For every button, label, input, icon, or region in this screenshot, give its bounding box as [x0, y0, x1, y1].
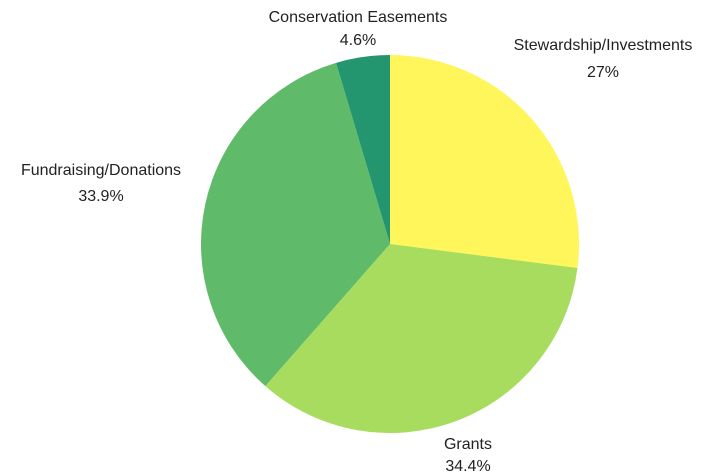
value-label-fundraising: 33.9% — [78, 188, 123, 205]
value-label-stewardship: 27% — [587, 64, 619, 81]
slice-fundraising — [201, 62, 390, 387]
slice-label-conservation: Conservation Easements 4.6% — [269, 9, 448, 49]
value-label-grants: 34.4% — [445, 458, 490, 475]
slice-label-fundraising: Fundraising/Donations 33.9% — [21, 162, 181, 205]
category-label-conservation: Conservation Easements — [269, 9, 448, 26]
category-label-fundraising: Fundraising/Donations — [21, 162, 181, 179]
slice-conservation — [336, 55, 390, 244]
value-label-conservation: 4.6% — [340, 32, 376, 49]
slice-label-stewardship: Stewardship/Investments 27% — [514, 37, 693, 81]
slice-stewardship — [390, 55, 580, 269]
slice-grants — [265, 244, 578, 433]
category-label-stewardship: Stewardship/Investments — [514, 37, 693, 54]
pie-slices — [201, 55, 580, 433]
slice-label-grants: Grants 34.4% — [444, 436, 492, 475]
category-label-grants: Grants — [444, 436, 492, 453]
